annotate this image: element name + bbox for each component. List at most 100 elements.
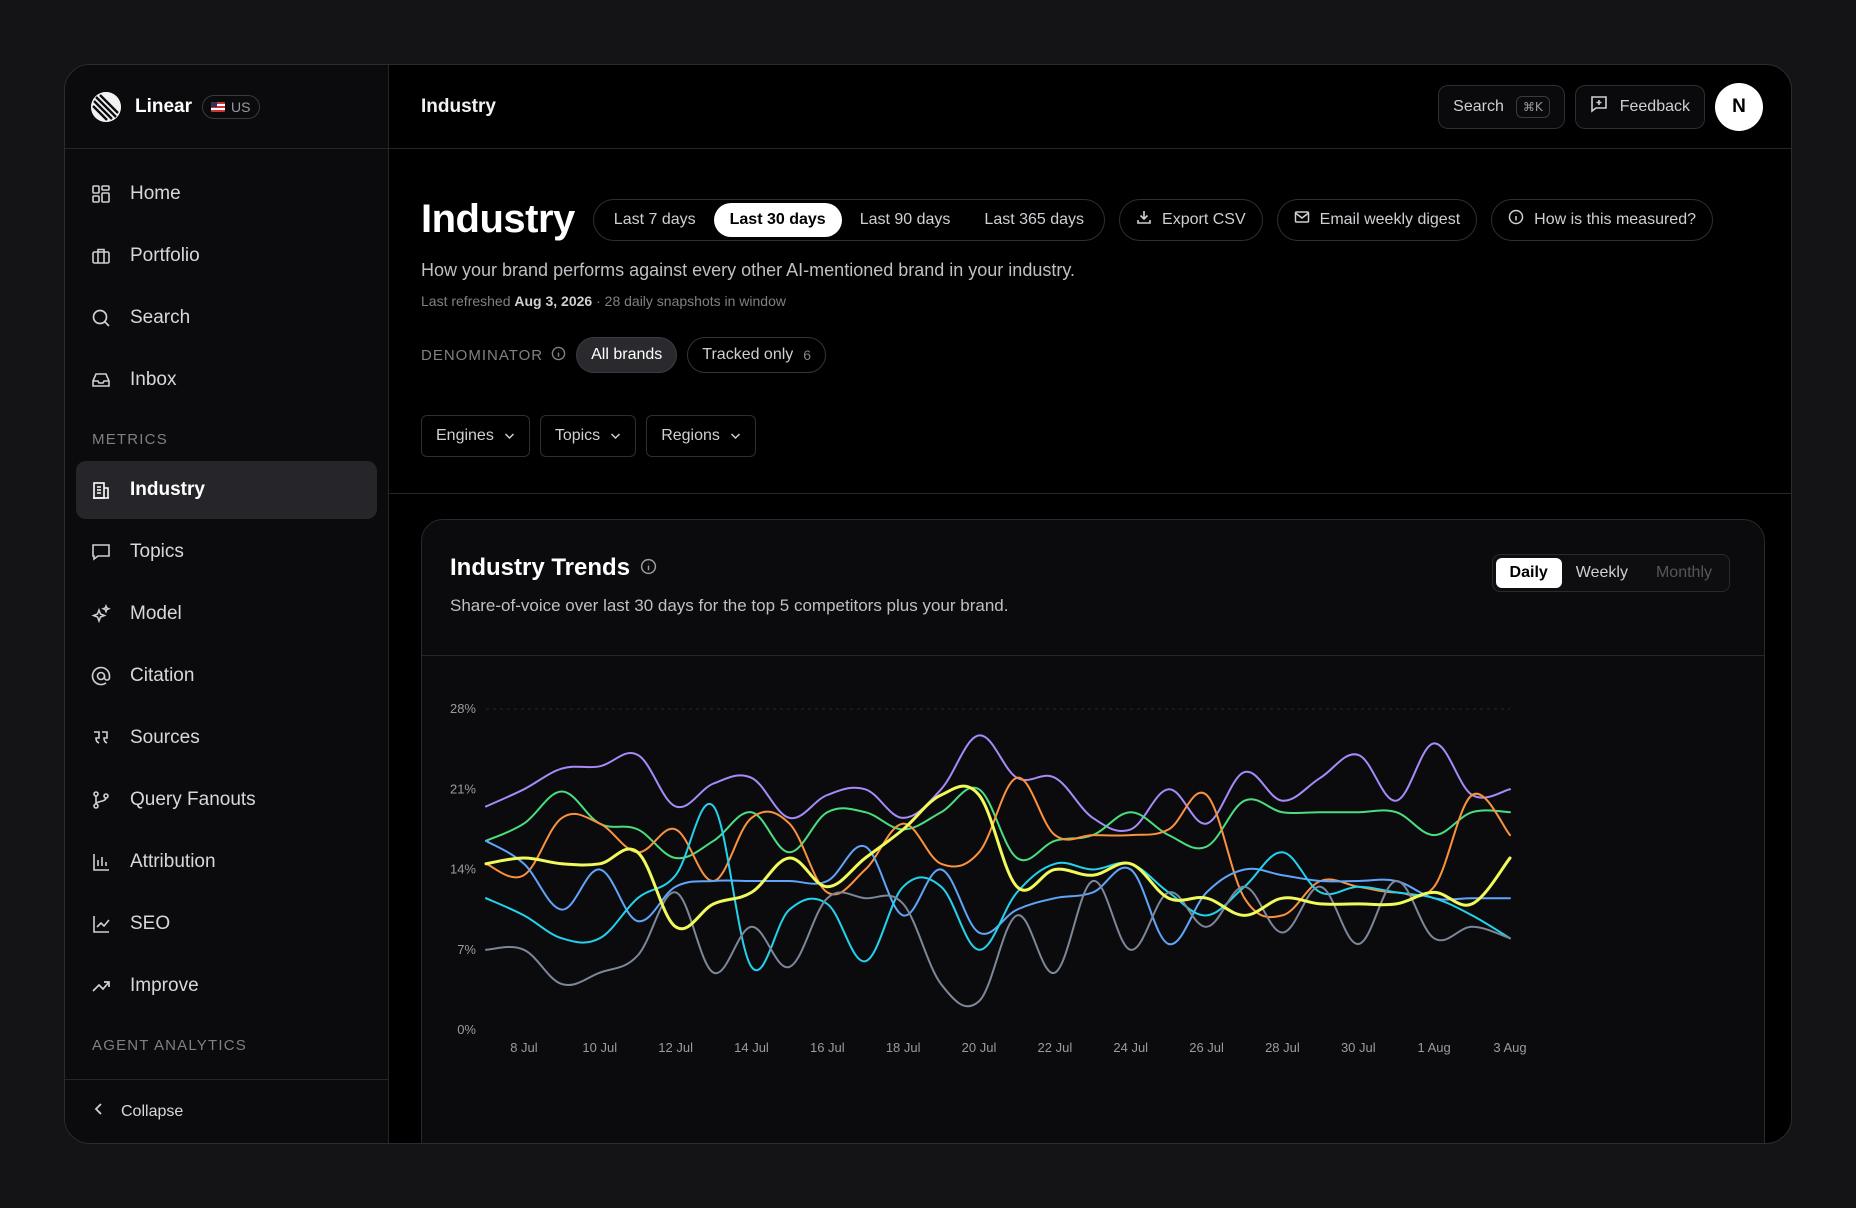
refresh-suffix: · 28 daily snapshots in window xyxy=(596,293,786,309)
range-90-days[interactable]: Last 90 days xyxy=(859,210,951,228)
email-digest-button[interactable]: Email weekly digest xyxy=(1276,198,1478,241)
x-tick-label: 26 Jul xyxy=(1189,1040,1224,1055)
denominator-all-brands[interactable]: All brands xyxy=(576,337,678,373)
nav-item-inbox[interactable]: Inbox xyxy=(76,351,377,409)
nav-item-citation[interactable]: Citation xyxy=(76,647,377,705)
card-title-text: Industry Trends xyxy=(450,554,631,581)
chevron-down-icon xyxy=(730,427,741,445)
engines-filter[interactable]: Engines xyxy=(421,415,530,457)
user-avatar[interactable]: N xyxy=(1715,82,1763,131)
nav-item-label: Sources xyxy=(130,727,200,748)
main-content: Industry Search ⌘K Feedback N Industry xyxy=(389,65,1791,1143)
denominator-label-text: DENOMINATOR xyxy=(421,346,544,364)
trend-chart-svg: 0% 7% 14% 21% 28% 8 Jul 10 Jul 12 Jul 14 Jul 16 J… xyxy=(450,701,1527,1055)
git-branch-icon xyxy=(90,789,112,811)
feedback-button[interactable]: Feedback xyxy=(1574,84,1705,129)
building-icon xyxy=(90,479,112,501)
x-tick-label: 1 Aug xyxy=(1418,1040,1451,1055)
line-chart-icon xyxy=(90,913,112,935)
search-button-label: Search xyxy=(1453,97,1504,115)
us-flag-icon xyxy=(211,101,226,112)
nav-item-home[interactable]: Home xyxy=(76,165,377,223)
nav-item-label: Query Fanouts xyxy=(130,789,256,810)
filter-row: Engines Topics Regions xyxy=(421,415,1759,457)
region-badge[interactable]: US xyxy=(202,94,261,119)
nav-item-model[interactable]: Model xyxy=(76,585,377,643)
x-tick-label: 16 Jul xyxy=(810,1040,845,1055)
nav-item-label: Citation xyxy=(130,665,195,686)
trending-up-icon xyxy=(90,975,112,997)
granularity-daily[interactable]: Daily xyxy=(1495,558,1562,588)
nav-item-sources[interactable]: Sources xyxy=(76,709,377,767)
range-365-days[interactable]: Last 365 days xyxy=(984,210,1085,228)
region-badge-label: US xyxy=(231,98,251,115)
nav-item-label: Attribution xyxy=(130,851,216,872)
series-line-4 xyxy=(485,802,1511,972)
nav-item-label: Industry xyxy=(130,479,205,500)
x-tick-label: 24 Jul xyxy=(1113,1040,1148,1055)
x-tick-label: 28 Jul xyxy=(1265,1040,1300,1055)
page-title: Industry xyxy=(421,197,575,241)
nav-item-improve[interactable]: Improve xyxy=(76,957,377,1015)
agent-analytics-section-heading: AGENT ANALYTICS xyxy=(92,1037,247,1054)
nav-item-portfolio[interactable]: Portfolio xyxy=(76,227,377,285)
brand-name: Linear xyxy=(135,95,193,117)
x-tick-label: 3 Aug xyxy=(1493,1040,1526,1055)
page-subtitle: How your brand performs against every ot… xyxy=(421,260,1075,280)
nav-item-label: SEO xyxy=(130,913,171,934)
search-button[interactable]: Search ⌘K xyxy=(1438,84,1565,129)
refresh-meta: Last refreshed Aug 3, 2026 · 28 daily sn… xyxy=(421,293,1759,309)
page-header: Industry Last 7 days Last 30 days Last 9… xyxy=(389,149,1791,494)
brand-header[interactable]: Linear US xyxy=(65,65,388,149)
primary-nav: Home Portfolio Search Inbox METRI xyxy=(65,149,388,1063)
chevron-left-icon xyxy=(93,1102,105,1121)
sparkles-icon xyxy=(90,603,112,625)
denominator-row: DENOMINATOR All brands Tracked only 6 xyxy=(421,337,1759,373)
regions-filter[interactable]: Regions xyxy=(646,415,756,457)
metrics-section-heading: METRICS xyxy=(92,431,168,448)
y-tick-label: 7% xyxy=(457,942,476,957)
collapse-button[interactable]: Collapse xyxy=(65,1079,388,1143)
y-tick-label: 28% xyxy=(450,701,476,716)
x-tick-label: 10 Jul xyxy=(582,1040,617,1055)
range-7-days[interactable]: Last 7 days xyxy=(613,210,696,228)
card-info-icon[interactable] xyxy=(640,554,657,582)
x-tick-label: 8 Jul xyxy=(510,1040,538,1055)
nav-item-seo[interactable]: SEO xyxy=(76,895,377,953)
nav-item-label: Topics xyxy=(130,541,184,562)
x-tick-label: 20 Jul xyxy=(962,1040,997,1055)
refresh-prefix: Last refreshed xyxy=(421,293,511,309)
topics-filter[interactable]: Topics xyxy=(539,415,637,457)
series-line-6 xyxy=(484,784,1512,931)
at-sign-icon xyxy=(90,665,112,687)
nav-item-search[interactable]: Search xyxy=(76,289,377,347)
card-subtitle: Share-of-voice over last 30 days for the… xyxy=(450,596,1009,615)
card-title: Industry Trends xyxy=(450,554,1736,582)
email-digest-label: Email weekly digest xyxy=(1319,210,1461,228)
nav-item-industry[interactable]: Industry xyxy=(76,461,377,519)
nav-item-attribution[interactable]: Attribution xyxy=(76,833,377,891)
linear-logo-icon xyxy=(91,91,121,122)
topics-filter-label: Topics xyxy=(554,427,601,444)
regions-filter-label: Regions xyxy=(661,427,720,444)
granularity-toggle: Daily Weekly Monthly xyxy=(1491,554,1730,592)
tracked-only-count: 6 xyxy=(803,347,812,363)
granularity-monthly[interactable]: Monthly xyxy=(1655,564,1712,581)
nav-item-query-fanouts[interactable]: Query Fanouts xyxy=(76,771,377,829)
nav-item-label: Inbox xyxy=(130,369,177,390)
denominator-label: DENOMINATOR xyxy=(421,346,566,365)
series-line-5 xyxy=(485,879,1511,1008)
app-window: Linear US Home Portfolio xyxy=(64,64,1792,1144)
denominator-info-icon[interactable] xyxy=(551,346,566,365)
granularity-weekly[interactable]: Weekly xyxy=(1575,564,1628,581)
export-csv-button[interactable]: Export CSV xyxy=(1119,198,1263,241)
nav-item-topics[interactable]: Topics xyxy=(76,523,377,581)
how-measured-button[interactable]: How is this measured? xyxy=(1491,198,1713,241)
denominator-tracked-only[interactable]: Tracked only 6 xyxy=(687,337,827,373)
inbox-icon xyxy=(90,369,112,391)
y-tick-label: 0% xyxy=(457,1022,476,1037)
bar-chart-icon xyxy=(90,851,112,873)
feedback-icon xyxy=(1590,95,1608,118)
x-tick-label: 30 Jul xyxy=(1341,1040,1376,1055)
range-30-days[interactable]: Last 30 days xyxy=(713,202,842,237)
